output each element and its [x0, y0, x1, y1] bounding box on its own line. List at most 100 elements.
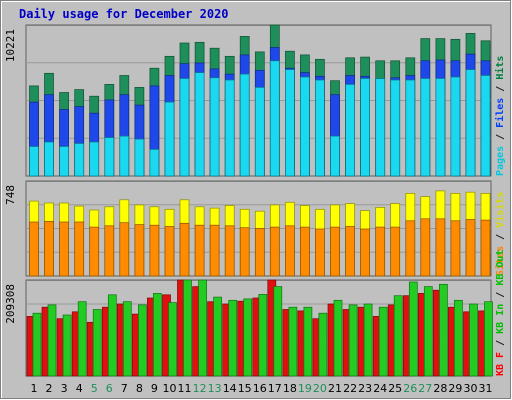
legend-item-1-2: Files: [494, 98, 506, 134]
bar-pages-day-2: [44, 141, 54, 177]
bar-kb-out-day-22: [348, 304, 358, 377]
bar-kb-out-day-8: [138, 304, 147, 377]
bar-pages-day-22: [345, 84, 355, 177]
bar-sites-day-23: [360, 228, 370, 277]
legend-item-1-4: Hits: [494, 56, 506, 86]
day-label-17: 17: [268, 382, 282, 395]
bar-pages-day-18: [285, 69, 295, 177]
bar-pages-day-27: [420, 78, 431, 177]
bar-kb-out-day-24: [378, 306, 388, 377]
bar-sites-day-22: [345, 226, 355, 277]
bar-pages-day-11: [179, 78, 190, 177]
legend-item-3-4: KB Out: [495, 250, 506, 292]
bar-pages-day-28: [435, 78, 446, 177]
day-label-13: 13: [208, 382, 222, 395]
panel-2: 748 Sites / Visits: [4, 180, 506, 277]
bar-sites-day-28: [435, 218, 446, 277]
day-label-5: 5: [91, 382, 98, 395]
bar-pages-day-19: [300, 76, 310, 177]
bar-kb-out-day-2: [47, 304, 57, 377]
bar-sites-day-6: [104, 225, 115, 277]
bar-pages-day-12: [194, 72, 205, 177]
bar-pages-day-26: [405, 79, 416, 177]
bar-kb-out-day-4: [77, 301, 87, 377]
legend-item-3-3: /: [495, 292, 506, 304]
bar-pages-day-6: [104, 137, 115, 177]
bar-kb-out-day-9: [153, 293, 162, 377]
panel-2-y-max-label: 748: [4, 185, 17, 205]
bar-kb-out-day-10: [168, 302, 177, 377]
bar-kb-out-day-13: [213, 296, 222, 377]
day-label-28: 28: [433, 382, 447, 395]
bar-kb-out-day-25: [393, 295, 403, 377]
bar-pages-day-8: [134, 138, 145, 177]
day-label-4: 4: [76, 382, 83, 395]
bar-kb-out-day-20: [318, 312, 328, 377]
panel-3-y-max-label: 209308: [4, 284, 17, 324]
bar-sites-day-13: [209, 224, 220, 277]
panel-3: 209308 KB F / KB In / KB Out: [4, 250, 506, 377]
panel-2-legend: Sites / Visits: [494, 192, 506, 276]
day-label-11: 11: [178, 382, 192, 395]
bar-sites-day-9: [149, 224, 160, 277]
day-label-26: 26: [403, 382, 417, 395]
chart-title: Daily usage for December 2020: [19, 7, 229, 21]
bar-sites-day-8: [134, 224, 145, 277]
day-label-16: 16: [253, 382, 267, 395]
day-label-10: 10: [163, 382, 177, 395]
legend-item-1-0: Pages: [495, 146, 506, 176]
bar-kb-out-day-30: [469, 303, 478, 377]
day-label-20: 20: [313, 382, 327, 395]
bar-sites-day-27: [420, 218, 431, 277]
bar-pages-day-17: [269, 60, 280, 177]
bar-pages-day-30: [465, 69, 476, 177]
legend-item-3-1: /: [495, 340, 506, 352]
bar-kb-out-day-15: [243, 298, 253, 377]
bar-sites-day-21: [330, 226, 340, 277]
legend-item-2-2: Visits: [494, 192, 506, 234]
day-label-30: 30: [464, 382, 478, 395]
bar-kb-out-day-31: [484, 301, 493, 377]
legend-item-1-1: /: [495, 134, 506, 146]
bar-sites-day-26: [405, 220, 416, 277]
bar-sites-day-25: [390, 226, 401, 277]
bar-kb-out-day-3: [62, 314, 72, 377]
day-label-25: 25: [388, 382, 402, 395]
bar-kb-out-day-23: [363, 303, 373, 377]
day-label-8: 8: [136, 382, 143, 395]
bar-sites-day-17: [269, 226, 280, 277]
bar-pages-day-10: [164, 101, 175, 177]
day-label-22: 22: [343, 382, 357, 395]
bar-pages-day-4: [74, 143, 85, 177]
legend-item-2-0: Sites: [494, 246, 506, 276]
bar-kb-out-day-11: [183, 279, 192, 377]
bar-sites-day-19: [300, 226, 310, 277]
day-label-2: 2: [46, 382, 53, 395]
bar-pages-day-24: [375, 78, 386, 177]
day-label-9: 9: [151, 382, 158, 395]
day-label-29: 29: [448, 382, 462, 395]
bar-kb-out-day-29: [454, 299, 463, 377]
bar-pages-day-25: [390, 79, 401, 177]
bar-sites-day-24: [375, 226, 386, 277]
day-label-7: 7: [121, 382, 128, 395]
bar-sites-day-15: [239, 227, 250, 277]
bar-pages-day-15: [239, 73, 250, 177]
bar-sites-day-1: [29, 221, 39, 277]
day-label-14: 14: [223, 382, 237, 395]
bar-pages-day-3: [59, 146, 69, 177]
day-label-31: 31: [479, 382, 493, 395]
bar-kb-out-day-5: [92, 309, 102, 377]
bar-kb-out-day-1: [32, 312, 42, 377]
bar-kb-out-day-18: [288, 306, 298, 377]
bar-kb-out-day-27: [423, 286, 433, 377]
bar-pages-day-21: [330, 135, 340, 177]
bar-kb-out-day-17: [273, 286, 283, 377]
day-label-27: 27: [418, 382, 432, 395]
day-label-23: 23: [358, 382, 372, 395]
bar-kb-out-day-19: [303, 306, 313, 377]
legend-item-1-3: /: [495, 86, 506, 98]
bar-pages-day-13: [209, 77, 220, 177]
bar-pages-day-5: [89, 141, 100, 177]
